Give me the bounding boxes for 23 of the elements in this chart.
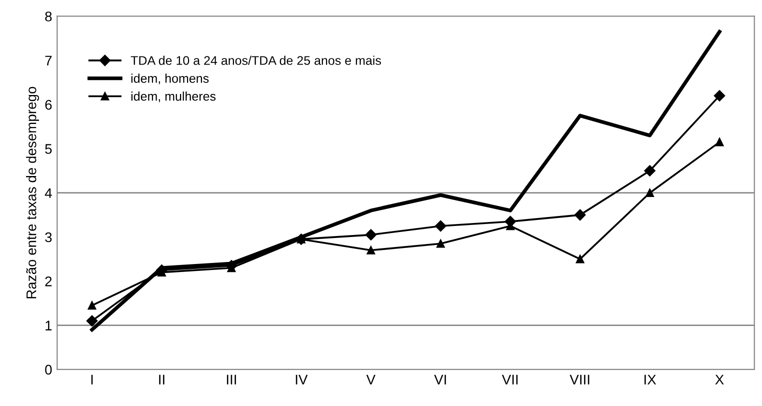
legend-label: idem, homens [131, 74, 209, 84]
y-tick-label: 3 [45, 232, 52, 242]
x-tick-label: IX [644, 374, 656, 384]
y-tick-label: 2 [45, 276, 52, 286]
y-tick-label: 7 [45, 56, 52, 66]
y-tick-label: 5 [45, 144, 52, 154]
x-tick-label: VII [502, 374, 518, 384]
x-tick-label: IV [296, 374, 308, 384]
y-tick-label: 8 [45, 12, 52, 22]
y-axis-title: Razão entre taxas de desemprego [26, 86, 40, 298]
y-tick-label: 6 [45, 100, 52, 110]
legend-label: idem, mulheres [131, 92, 216, 102]
x-tick-label: V [366, 374, 376, 384]
y-tick-label: 1 [46, 320, 52, 330]
y-tick-label: 0 [45, 364, 52, 375]
x-tick-label: II [159, 374, 164, 384]
x-tick-label: III [226, 374, 236, 384]
x-tick-label: VIII [570, 374, 590, 384]
y-tick-label: 4 [44, 188, 52, 198]
x-tick-label: VI [434, 374, 446, 384]
legend-label: TDA de 10 a 24 anos/TDA de 25 anos e mais [130, 56, 381, 65]
x-tick-label: X [715, 374, 724, 384]
x-tick-label: I [91, 374, 93, 384]
